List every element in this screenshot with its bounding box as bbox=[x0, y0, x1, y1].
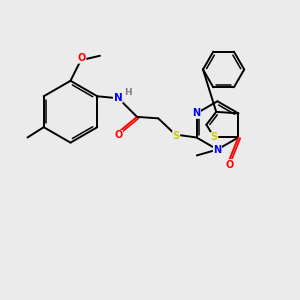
Text: H: H bbox=[124, 88, 131, 97]
Text: S: S bbox=[172, 131, 180, 141]
Text: N: N bbox=[113, 93, 122, 103]
Text: S: S bbox=[211, 133, 218, 142]
Text: N: N bbox=[192, 108, 201, 118]
Text: O: O bbox=[78, 53, 86, 63]
Text: N: N bbox=[213, 145, 221, 154]
Text: O: O bbox=[225, 160, 234, 170]
Text: O: O bbox=[114, 130, 123, 140]
